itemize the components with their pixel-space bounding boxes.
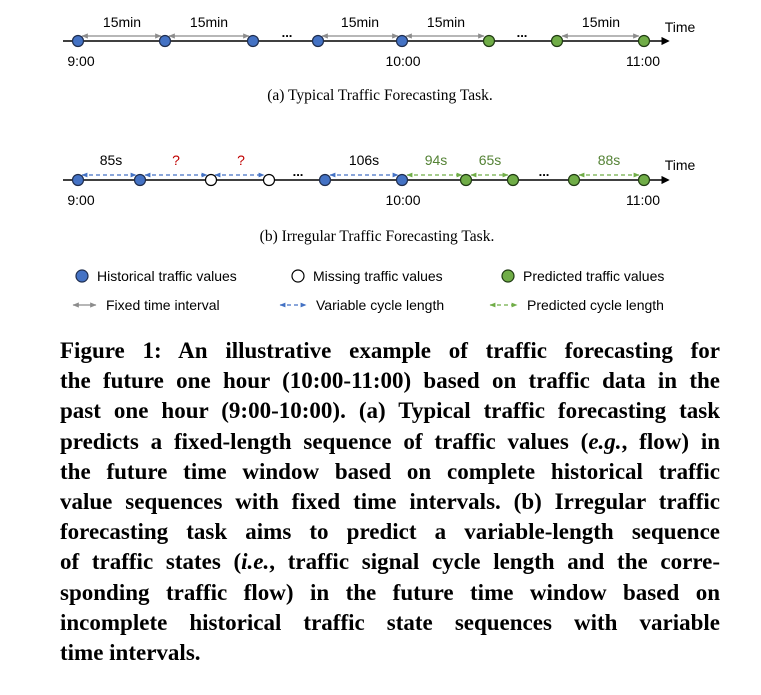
interval-label: 15min	[190, 14, 228, 30]
legend-missing-label: Missing traffic values	[313, 268, 443, 284]
caption-text: , traffic signal cycle length and the co…	[269, 549, 721, 575]
caption-line: of traffic states (i.e., traffic signal …	[60, 547, 720, 577]
unknown-cycle-label: ?	[172, 152, 180, 168]
legend: Historical traffic values Missing traffi…	[72, 268, 664, 313]
interval-label: 15min	[427, 14, 465, 30]
interval-label: 15min	[582, 14, 620, 30]
caption-line: predicts a fixed-length sequence of traf…	[60, 427, 720, 457]
historical-value-node	[395, 173, 409, 187]
caption-line: forecasting task aims to predict a varia…	[60, 519, 720, 545]
legend-missing-marker	[291, 269, 305, 283]
caption-line: Figure 1: An illustrative example of tra…	[60, 338, 720, 363]
traffic-forecasting-figure: Time 15min 15min 15min 15min 15min ... .…	[63, 14, 696, 313]
historical-value-node	[318, 173, 332, 187]
panel-a-axis-label: Time	[665, 19, 696, 35]
predicted-value-node	[567, 173, 581, 187]
panel-b: Time 85s ? ? 106s 94s 65s 88s ... ... 9:…	[63, 152, 696, 245]
panel-b-subtitle: (b) Irregular Traffic Forecasting Task.	[260, 228, 495, 245]
predicted-value-node	[637, 173, 651, 187]
missing-value-node	[262, 173, 276, 187]
ellipsis: ...	[282, 25, 293, 40]
historical-value-node	[133, 173, 147, 187]
figure-caption: Figure 1: An illustrative example of tra…	[60, 336, 720, 668]
time-label: 10:00	[385, 53, 420, 69]
ellipsis: ...	[539, 164, 550, 179]
historical-value-node	[71, 173, 85, 187]
legend-fixed-label: Fixed time interval	[106, 297, 220, 313]
predicted-value-node	[506, 173, 520, 187]
predicted-cycle-label: 94s	[425, 152, 448, 168]
time-label: 9:00	[67, 192, 94, 208]
legend-predicted-marker	[501, 269, 515, 283]
predicted-value-node	[637, 34, 651, 48]
interval-label: 15min	[103, 14, 141, 30]
legend-predicted-label: Predicted traffic values	[523, 268, 664, 284]
panel-a: Time 15min 15min 15min 15min 15min ... .…	[63, 14, 696, 104]
caption-line: time intervals.	[60, 640, 201, 666]
predicted-value-node	[550, 34, 564, 48]
caption-line: value sequences with fixed time interval…	[60, 489, 720, 515]
time-label: 11:00	[626, 53, 660, 69]
cycle-length-label: 85s	[100, 152, 123, 168]
caption-text: of traffic states (	[60, 549, 242, 575]
historical-value-node	[158, 34, 172, 48]
caption-line: the future one hour (10:00-11:00) based …	[60, 368, 720, 394]
legend-predicted-cycle-label: Predicted cycle length	[527, 297, 664, 313]
missing-value-node	[204, 173, 218, 187]
time-label: 10:00	[385, 192, 420, 208]
predicted-cycle-label: 88s	[598, 152, 621, 168]
caption-text: predicts a fixed-length sequence of traf…	[60, 428, 589, 454]
predicted-value-node	[459, 173, 473, 187]
panel-b-axis-label: Time	[665, 157, 696, 173]
historical-value-node	[395, 34, 409, 48]
ellipsis: ...	[293, 164, 304, 179]
legend-variable-label: Variable cycle length	[316, 297, 444, 313]
caption-line: past one hour (9:00-10:00). (a) Typical …	[60, 398, 720, 424]
caption-emphasis: i.e.	[241, 549, 270, 575]
interval-label: 15min	[341, 14, 379, 30]
cycle-length-label: 106s	[349, 152, 379, 168]
caption-text: , flow) in	[621, 428, 720, 454]
historical-value-node	[246, 34, 260, 48]
time-label: 11:00	[626, 192, 660, 208]
predicted-value-node	[482, 34, 496, 48]
legend-historical-marker	[75, 269, 89, 283]
historical-value-node	[311, 34, 325, 48]
ellipsis: ...	[517, 25, 528, 40]
caption-line: incomplete historical traffic state sequ…	[60, 609, 720, 635]
caption-emphasis: e.g.	[588, 428, 622, 454]
caption-line: sponding traffic flow) in the future tim…	[60, 579, 720, 605]
caption-line: the future time window based on complete…	[60, 458, 720, 484]
panel-a-subtitle: (a) Typical Traffic Forecasting Task.	[267, 87, 493, 104]
legend-historical-label: Historical traffic values	[97, 268, 237, 284]
historical-value-node	[71, 34, 85, 48]
unknown-cycle-label: ?	[237, 152, 245, 168]
predicted-cycle-label: 65s	[479, 152, 502, 168]
time-label: 9:00	[67, 53, 94, 69]
